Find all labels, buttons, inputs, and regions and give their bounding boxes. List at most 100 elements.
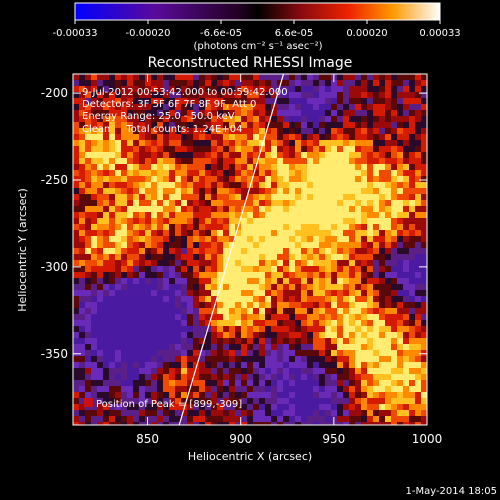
heatmap-cell [319,404,325,410]
heatmap-cell [109,236,115,242]
heatmap-cell [409,410,415,416]
heatmap-cell [169,212,175,218]
heatmap-cell [361,128,367,134]
heatmap-cell [295,158,301,164]
heatmap-cell [415,242,421,248]
heatmap-cell [241,302,247,308]
info-detectors: Detectors: 3F 5F 6F 7F 8F 9F, Att 0 [82,99,256,110]
heatmap-cell [367,356,373,362]
heatmap-cell [211,266,217,272]
heatmap-cell [187,80,193,86]
heatmap-cell [223,410,229,416]
heatmap-cell [163,146,169,152]
heatmap-cell [127,188,133,194]
heatmap-cell [151,248,157,254]
heatmap-cell [151,386,157,392]
heatmap-cell [271,140,277,146]
heatmap-cell [409,80,415,86]
heatmap-cell [379,374,385,380]
heatmap-cell [379,242,385,248]
heatmap-cell [313,368,319,374]
heatmap-cell [139,110,145,116]
heatmap-cell [403,74,409,80]
heatmap-cell [91,86,97,92]
heatmap-cell [109,404,115,410]
heatmap-cell [199,422,205,425]
heatmap-cell [385,260,391,266]
heatmap-cell [193,200,199,206]
heatmap-cell [373,410,379,416]
heatmap-cell [301,236,307,242]
heatmap-cell [73,80,79,86]
heatmap-cell [103,104,109,110]
heatmap-cell [337,338,343,344]
heatmap-cell [325,410,331,416]
heatmap-cell [163,248,169,254]
heatmap-cell [121,212,127,218]
heatmap-cell [199,164,205,170]
heatmap-cell [391,314,397,320]
heatmap-cell [277,272,283,278]
heatmap-cell [103,416,109,422]
heatmap-cell [211,344,217,350]
heatmap-cell [73,350,79,356]
heatmap-cell [193,392,199,398]
heatmap-cell [247,302,253,308]
heatmap-cell [283,182,289,188]
heatmap-cell [265,368,271,374]
heatmap-cell [109,344,115,350]
heatmap-cell [175,146,181,152]
heatmap-cell [265,296,271,302]
heatmap-cell [259,182,265,188]
heatmap-cell [379,224,385,230]
heatmap-cell [295,74,301,80]
heatmap-cell [397,242,403,248]
heatmap-cell [265,416,271,422]
heatmap-cell [409,242,415,248]
heatmap-cell [187,170,193,176]
heatmap-cell [199,386,205,392]
heatmap-cell [199,392,205,398]
heatmap-cell [103,146,109,152]
heatmap-cell [247,326,253,332]
heatmap-cell [253,206,259,212]
heatmap-cell [409,158,415,164]
heatmap-cell [187,98,193,104]
heatmap-cell [361,236,367,242]
heatmap-cell [115,260,121,266]
heatmap-cell [181,356,187,362]
heatmap-cell [163,332,169,338]
heatmap-cell [349,422,355,425]
heatmap-cell [127,134,133,140]
heatmap-cell [109,326,115,332]
heatmap-cell [421,146,427,152]
heatmap-cell [367,170,373,176]
heatmap-cell [253,236,259,242]
heatmap-cell [295,86,301,92]
heatmap-cell [163,374,169,380]
heatmap-cell [313,290,319,296]
heatmap-cell [145,362,151,368]
heatmap-cell [163,218,169,224]
heatmap-cell [97,146,103,152]
heatmap-cell [169,176,175,182]
heatmap-cell [313,128,319,134]
heatmap-cell [397,260,403,266]
heatmap-cell [421,176,427,182]
heatmap-cell [163,170,169,176]
heatmap-cell [289,170,295,176]
heatmap-cell [139,158,145,164]
heatmap-cell [103,80,109,86]
heatmap-cell [367,152,373,158]
heatmap-cell [319,284,325,290]
heatmap-cell [325,164,331,170]
heatmap-cell [295,272,301,278]
heatmap-cell [109,314,115,320]
heatmap-cell [229,74,235,80]
heatmap-cell [283,314,289,320]
heatmap-cell [397,338,403,344]
heatmap-cell [379,212,385,218]
heatmap-cell [283,320,289,326]
heatmap-cell [241,422,247,425]
heatmap-cell [181,410,187,416]
